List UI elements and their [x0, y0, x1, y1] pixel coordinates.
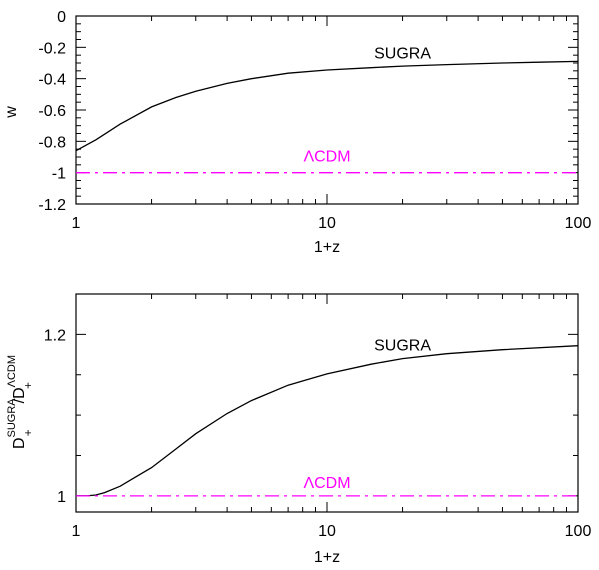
ylabel-slash-d: /D	[11, 387, 28, 403]
top-annotations: SUGRA ΛCDM	[303, 45, 431, 165]
bottom-x-axis-label: 1+z	[314, 549, 340, 566]
bottom-x-tick-label: 1	[72, 523, 81, 540]
top-x-axis-label: 1+z	[314, 239, 340, 256]
top-annotation-lcdm: ΛCDM	[303, 149, 350, 166]
top-y-tick-label: -0.4	[38, 72, 66, 89]
top-x-tick-label: 100	[565, 215, 592, 232]
top-y-tick-label: -1.2	[38, 197, 66, 214]
top-axis-ticks: 1 10 100 0 -0.2 -0.4 -0.6 -0.8 -1 -1.2	[38, 9, 591, 232]
top-series-sugra-line	[75, 60, 579, 152]
bottom-annotation-sugra: SUGRA	[374, 338, 431, 355]
top-annotation-sugra: SUGRA	[374, 45, 431, 62]
bottom-y-tick-label: 1.2	[44, 327, 66, 344]
bottom-y-axis-label: DSUGRA +/DΛCDM +	[6, 355, 35, 449]
ylabel-sugra-superscript: SUGRA	[6, 398, 18, 438]
bottom-y-tick-label: 1	[57, 489, 66, 506]
top-plot-frame	[75, 15, 579, 205]
top-y-tick-label: 0	[57, 9, 66, 26]
top-x-tick-label: 1	[72, 215, 81, 232]
top-x-tick-label: 10	[318, 215, 336, 232]
bottom-x-tick-label: 10	[318, 523, 336, 540]
ylabel-plus-subscript-1: +	[21, 429, 35, 436]
ylabel-d-1: D	[11, 437, 28, 449]
bottom-series-sugra-line	[76, 345, 579, 497]
ylabel-plus-subscript-2: +	[21, 382, 35, 389]
ylabel-lcdm-superscript: ΛCDM	[6, 355, 18, 387]
top-series-group	[75, 60, 579, 174]
bottom-annotations: SUGRA ΛCDM	[303, 338, 431, 492]
top-y-axis-label: w	[3, 106, 20, 119]
bottom-axis-ticks: 1 10 100 1 1.2	[44, 293, 592, 540]
top-y-tick-label: -0.2	[38, 40, 66, 57]
bottom-x-tick-label: 100	[565, 523, 592, 540]
top-y-tick-label: -1	[52, 166, 66, 183]
top-y-tick-label: -0.8	[38, 134, 66, 151]
bottom-series-group	[76, 345, 579, 497]
bottom-annotation-lcdm: ΛCDM	[303, 475, 350, 492]
top-y-tick-label: -0.6	[38, 103, 66, 120]
